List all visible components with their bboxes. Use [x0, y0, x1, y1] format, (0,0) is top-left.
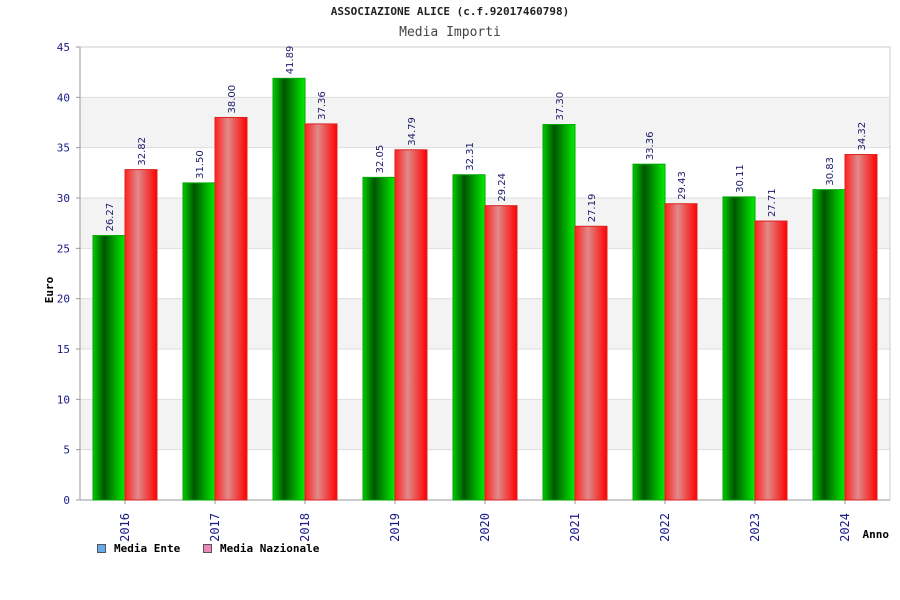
x-tick-label: 2021 — [568, 513, 582, 542]
bar-media-nazionale-2016 — [124, 169, 158, 501]
bar-media-nazionale-2022 — [664, 203, 698, 501]
data-label: 31.50 — [195, 150, 206, 179]
data-label: 30.11 — [735, 164, 746, 193]
x-tick-label: 2019 — [388, 513, 402, 542]
legend-swatch-nazionale — [203, 544, 212, 553]
y-tick-label: 45 — [57, 41, 70, 54]
bar-media-ente-2022 — [632, 163, 666, 501]
bar-media-nazionale-2024 — [844, 154, 878, 501]
bar-media-nazionale-2023 — [754, 220, 788, 501]
data-label: 27.19 — [587, 194, 598, 223]
chart-subtitle: Media Importi — [399, 25, 501, 40]
data-label: 30.83 — [825, 157, 836, 186]
bar-media-nazionale-2019 — [394, 149, 428, 501]
bar-media-ente-2017 — [182, 182, 216, 501]
x-tick-label: 2024 — [838, 513, 852, 542]
x-axis-label: Anno — [863, 528, 890, 541]
bar-media-ente-2018 — [272, 77, 306, 501]
bar-media-nazionale-2018 — [304, 123, 338, 501]
data-label: 41.89 — [285, 46, 296, 75]
y-tick-label: 35 — [57, 142, 70, 155]
legend-item-media-nazionale: Media Nazionale — [203, 542, 319, 555]
x-tick-label: 2016 — [118, 513, 132, 542]
bar-media-ente-2019 — [362, 176, 396, 501]
data-label: 34.79 — [407, 117, 418, 146]
legend-item-media-ente: Media Ente — [97, 542, 180, 555]
x-tick-label: 2017 — [208, 513, 222, 542]
bar-media-nazionale-2020 — [484, 205, 518, 501]
y-tick-label: 25 — [57, 242, 70, 255]
legend-label-nazionale: Media Nazionale — [220, 542, 320, 555]
grid-band — [80, 47, 890, 98]
data-label: 33.36 — [645, 132, 656, 161]
data-label: 37.30 — [555, 92, 566, 121]
y-tick-label: 30 — [57, 192, 70, 205]
data-label: 27.71 — [767, 188, 778, 217]
x-tick-label: 2023 — [748, 513, 762, 542]
data-label: 37.36 — [317, 91, 328, 120]
legend-swatch-ente — [97, 544, 106, 553]
data-label: 29.43 — [677, 171, 688, 200]
grid-band — [80, 97, 890, 148]
data-label: 34.32 — [857, 122, 868, 151]
y-tick-label: 15 — [57, 343, 70, 356]
x-tick-label: 2018 — [298, 513, 312, 542]
bar-media-nazionale-2017 — [214, 116, 248, 501]
y-tick-label: 10 — [57, 393, 70, 406]
bar-media-nazionale-2021 — [574, 225, 608, 501]
x-tick-label: 2022 — [658, 513, 672, 542]
bar-media-ente-2024 — [812, 189, 846, 501]
bar-media-ente-2020 — [452, 174, 486, 501]
data-label: 29.24 — [497, 173, 508, 202]
data-label: 32.05 — [375, 145, 386, 174]
legend-label-ente: Media Ente — [114, 542, 181, 555]
y-tick-label: 40 — [57, 91, 70, 104]
bar-media-ente-2016 — [92, 235, 126, 501]
bar-media-ente-2023 — [722, 196, 756, 501]
y-tick-label: 0 — [63, 494, 70, 507]
data-label: 26.27 — [105, 203, 116, 232]
bar-media-ente-2021 — [542, 124, 576, 501]
x-tick-label: 2020 — [478, 513, 492, 542]
data-label: 32.31 — [465, 142, 476, 171]
chart-title: ASSOCIAZIONE ALICE (c.f.92017460798) — [330, 5, 570, 18]
y-axis-label: Euro — [43, 276, 56, 303]
y-tick-label: 5 — [63, 444, 70, 457]
y-tick-label: 20 — [57, 293, 70, 306]
data-label: 32.82 — [137, 137, 148, 166]
data-label: 38.00 — [227, 85, 238, 114]
